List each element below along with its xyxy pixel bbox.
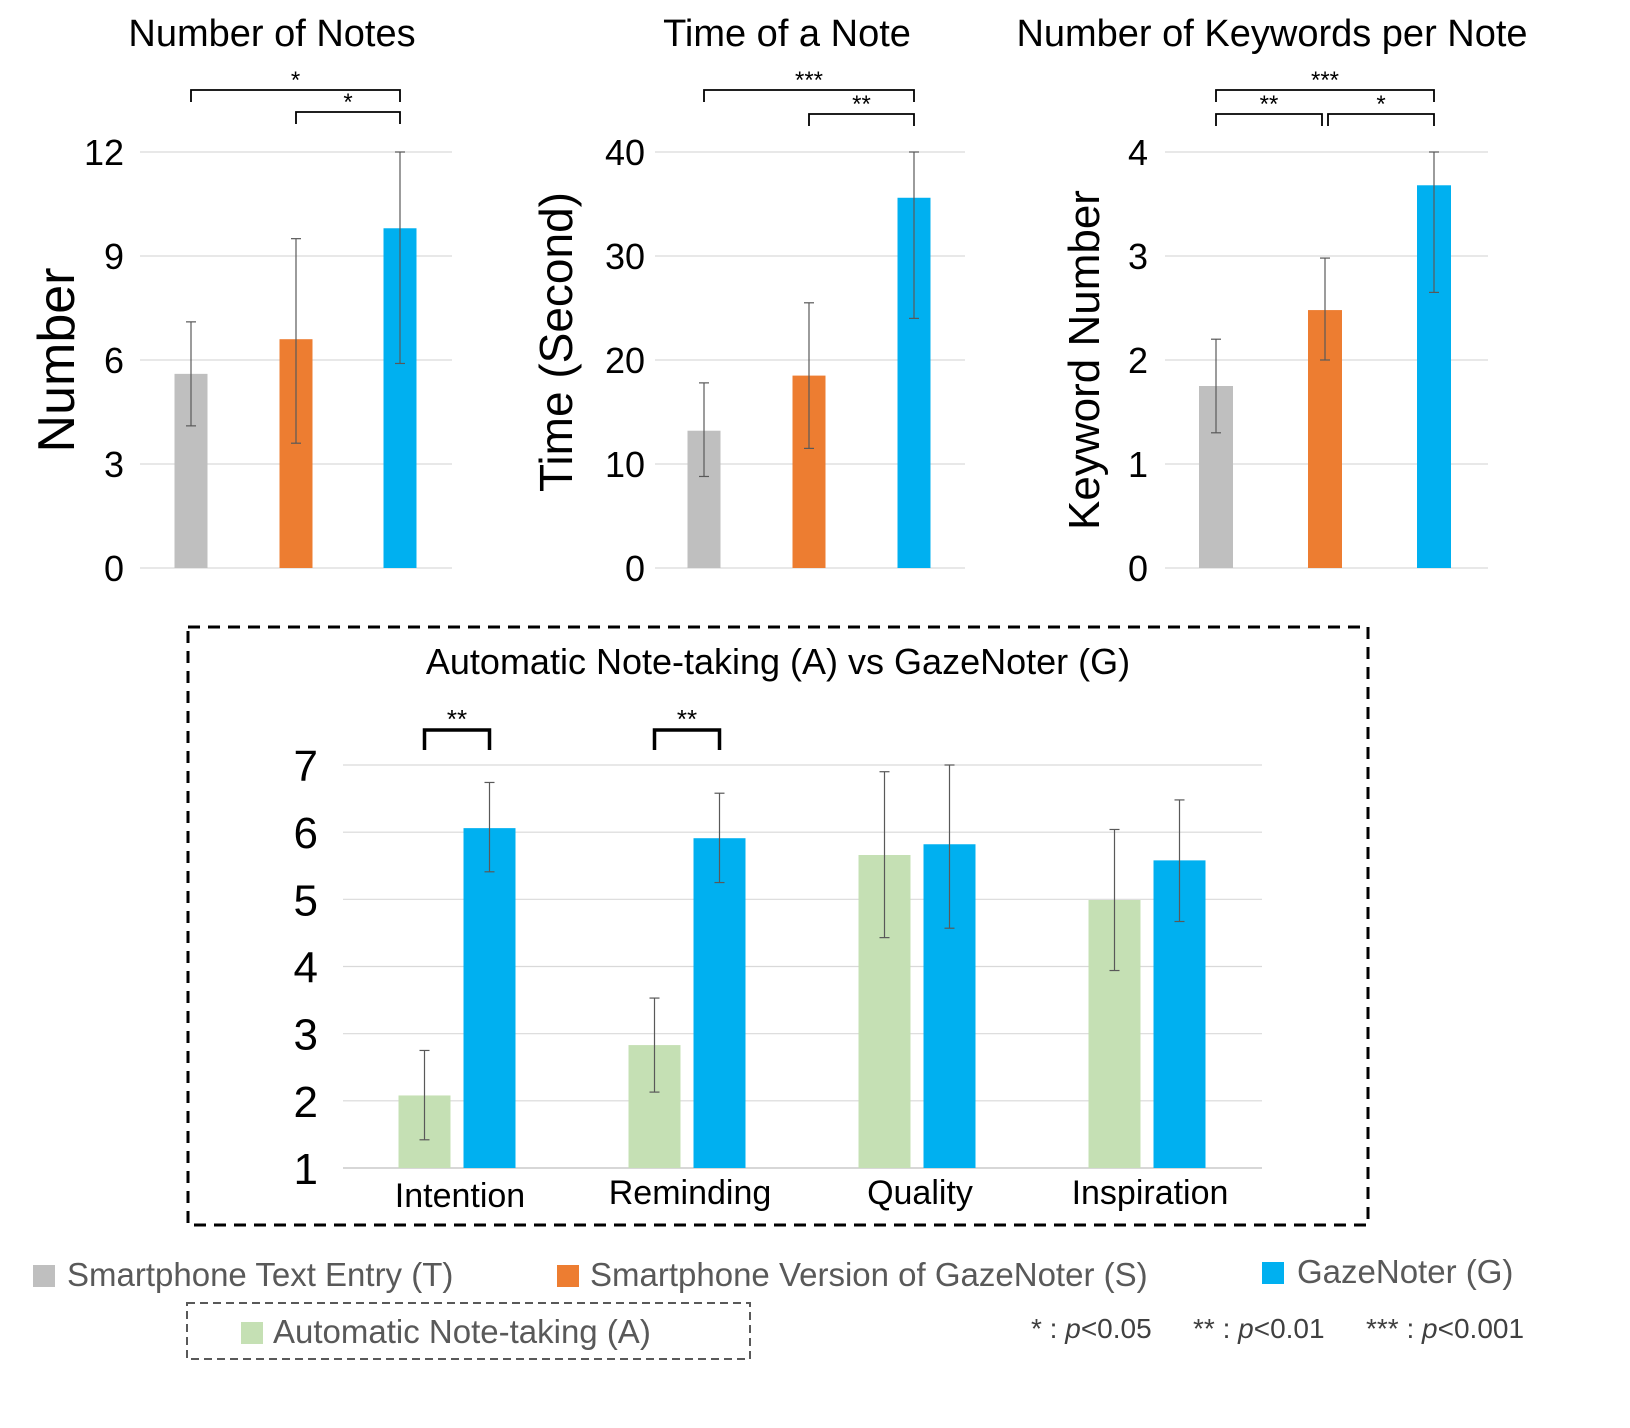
y-axis-label: Keyword Number <box>1060 190 1109 530</box>
legend-swatch <box>1262 1262 1284 1284</box>
chart-keywords-per-note: Number of Keywords per Note Keyword Numbe… <box>1016 13 1527 589</box>
chart-title: Automatic Note-taking (A) vs GazeNoter (… <box>426 641 1130 682</box>
legend-label: GazeNoter (G) <box>1297 1253 1513 1290</box>
pvalue-p: p <box>1064 1313 1081 1344</box>
x-category-label: Intention <box>395 1177 525 1215</box>
significance-bracket <box>422 728 492 750</box>
significance-bracket <box>1215 89 1435 102</box>
y-tick-label: 1 <box>1128 444 1148 485</box>
y-tick-label: 0 <box>1128 548 1148 589</box>
significance-label: *** <box>795 67 823 94</box>
significance-label: ** <box>1260 91 1279 118</box>
y-tick-label: 0 <box>104 548 124 589</box>
y-tick-label: 6 <box>294 809 318 858</box>
legend-dashed-frame <box>186 1302 751 1360</box>
significance-label: * <box>291 67 300 94</box>
y-axis-label: Number <box>28 268 86 453</box>
y-tick-label: 2 <box>1128 340 1148 381</box>
x-category-label: Quality <box>867 1174 973 1212</box>
significance-label: ** <box>677 704 697 734</box>
chart-number-of-notes: Number of Notes Number 0 3 6 9 12 * * <box>28 13 452 589</box>
significance-bracket <box>295 111 401 124</box>
chart-frame <box>186 625 1370 1227</box>
y-tick-label: 5 <box>294 876 318 925</box>
significance-label: * <box>343 89 352 116</box>
y-tick-label: 12 <box>84 132 124 173</box>
significance-label: ** <box>447 704 467 734</box>
significance-bracket <box>703 89 915 102</box>
y-tick-label: 0 <box>625 548 645 589</box>
pvalue-threshold: <0.01 <box>1254 1313 1325 1344</box>
y-tick-label: 7 <box>294 742 318 791</box>
legend-label: Automatic Note-taking (A) <box>273 1313 651 1350</box>
pvalue-stars: ** : <box>1193 1313 1238 1344</box>
pvalue-p: p <box>1421 1313 1438 1344</box>
y-tick-label: 3 <box>294 1011 318 1060</box>
x-category-label: Reminding <box>609 1174 772 1212</box>
y-tick-label: 40 <box>605 132 645 173</box>
chart-title: Number of Keywords per Note <box>1016 13 1527 55</box>
legend-swatch <box>33 1265 55 1287</box>
y-tick-label: 6 <box>104 340 124 381</box>
pvalue-note: * : p<0.05 <box>1031 1313 1152 1344</box>
y-tick-label: 2 <box>294 1078 318 1127</box>
pvalue-note: *** : p<0.001 <box>1366 1313 1524 1344</box>
bar <box>693 838 746 1168</box>
legend: Smartphone Text Entry (T) Smartphone Vers… <box>33 1253 1524 1360</box>
y-tick-label: 20 <box>605 340 645 381</box>
pvalue-threshold: <0.001 <box>1438 1313 1524 1344</box>
legend-swatch <box>241 1322 263 1344</box>
significance-bracket <box>190 89 401 102</box>
chart-title: Time of a Note <box>663 13 911 55</box>
significance-bracket <box>1327 113 1435 126</box>
y-tick-label: 4 <box>294 944 318 993</box>
y-axis-label: Time (Second) <box>530 192 582 492</box>
legend-label: Smartphone Text Entry (T) <box>67 1256 453 1293</box>
pvalue-stars: * : <box>1031 1313 1065 1344</box>
y-tick-label: 4 <box>1128 132 1148 173</box>
y-tick-label: 30 <box>605 236 645 277</box>
significance-label: ** <box>852 91 871 118</box>
significance-bracket <box>1215 113 1323 126</box>
y-tick-label: 3 <box>104 444 124 485</box>
x-category-label: Inspiration <box>1072 1174 1229 1212</box>
chart-title: Number of Notes <box>128 13 415 55</box>
y-tick-label: 9 <box>104 236 124 277</box>
chart-automatic-vs-gazenoter: Automatic Note-taking (A) vs GazeNoter (… <box>186 625 1370 1227</box>
y-tick-label: 10 <box>605 444 645 485</box>
legend-swatch <box>557 1265 579 1287</box>
y-tick-label: 3 <box>1128 236 1148 277</box>
pvalue-threshold: <0.05 <box>1081 1313 1152 1344</box>
significance-label: * <box>1376 91 1385 118</box>
pvalue-note: ** : p<0.01 <box>1193 1313 1325 1344</box>
legend-label: Smartphone Version of GazeNoter (S) <box>590 1256 1148 1293</box>
pvalue-p: p <box>1237 1313 1254 1344</box>
significance-label: *** <box>1311 67 1339 94</box>
significance-bracket <box>652 728 722 750</box>
pvalue-stars: *** : <box>1366 1313 1422 1344</box>
y-tick-label: 1 <box>294 1145 318 1194</box>
bar <box>463 828 516 1168</box>
significance-bracket <box>808 113 915 126</box>
